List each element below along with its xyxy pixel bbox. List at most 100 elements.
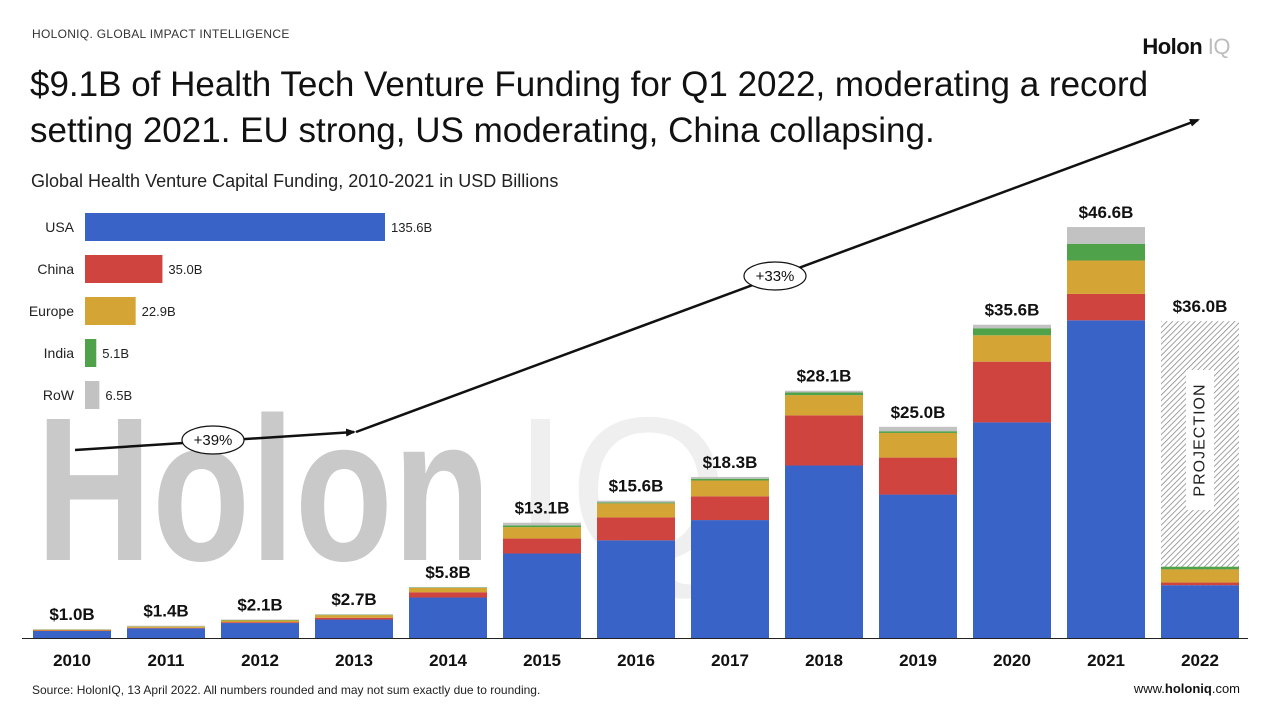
region-label-usa: USA [45,219,74,235]
region-value-china: 35.0B [168,262,202,277]
bar-segment-usa-2016 [597,540,675,638]
bar-segment-europe-2018 [785,395,863,416]
stacked-bars: $1.0B 2010 $1.4B 2011 $2.1B 2012 $2.7B 2013 $5.8… [22,203,1248,670]
bar-total-label-2021: $46.6B [1079,203,1134,222]
bar-segment-row-2015 [503,522,581,526]
bar-total-label-2013: $2.7B [331,590,376,609]
year-tick-2018: 2018 [805,651,843,670]
bar-segment-india-2017 [691,478,769,481]
year-tick-2016: 2016 [617,651,655,670]
bar-segment-usa-2012 [221,623,299,638]
bar-total-label-2011: $1.4B [143,602,188,621]
bar-segment-europe-2012 [221,620,299,623]
bar-segment-row-2021 [1067,227,1145,244]
bar-segment-row-2018 [785,390,863,393]
growth-label-1: +39% [194,432,233,449]
bar-segment-india-2021 [1067,243,1145,261]
bar-segment-china-2020 [973,361,1051,423]
region-value-usa: 135.6B [391,220,432,235]
projection-label: PROJECTION [1192,383,1209,496]
logo-main: Holon [1142,34,1203,59]
bar-segment-india-2018 [785,392,863,396]
source-note: Source: HolonIQ, 13 April 2022. All numb… [32,683,541,697]
bar-segment-china-2014 [409,592,487,598]
bar-segment-row-2016 [597,500,675,503]
bar-segment-usa-2018 [785,465,863,638]
holoniq-watermark: Holon IQ [36,375,728,604]
bar-segment-china-2018 [785,415,863,466]
bar-segment-china-2016 [597,517,675,541]
bar-segment-usa-2014 [409,597,487,638]
region-value-row: 6.5B [105,388,132,403]
bar-total-label-2015: $13.1B [515,499,570,518]
bar-segment-europe-2015 [503,527,581,539]
bar-segment-europe-2019 [879,432,957,458]
region-label-india: India [44,345,75,361]
watermark-main: Holon [36,375,491,604]
region-bar-china [85,255,163,283]
bar-segment-china-2021 [1067,293,1145,321]
year-tick-2012: 2012 [241,651,279,670]
bar-segment-row-2020 [973,324,1051,329]
region-label-row: RoW [43,387,75,403]
bar-segment-europe-2014 [409,587,487,593]
region-value-europe: 22.9B [142,304,176,319]
holoniq-logo[interactable]: Holon IQ [1142,34,1230,60]
bar-segment-china-2013 [315,617,393,620]
year-tick-2022: 2022 [1181,651,1219,670]
bar-segment-europe-2020 [973,335,1051,362]
bar-segment-india-2019 [879,431,957,433]
region-label-europe: Europe [29,303,74,319]
region-label-china: China [37,261,74,277]
bar-total-label-2018: $28.1B [797,367,852,386]
year-tick-2019: 2019 [899,651,937,670]
bar-segment-china-2012 [221,622,299,624]
bar-segment-row-2011 [127,625,205,627]
bar-segment-usa-2022 [1161,585,1239,638]
growth-annotations: +39% +33% [74,118,1200,455]
bar-segment-usa-2015 [503,553,581,638]
bar-segment-europe-2022 [1161,569,1239,583]
website-link[interactable]: www.holoniq.com [1134,681,1240,696]
bar-segment-europe-2010 [33,629,111,631]
bar-segment-usa-2019 [879,494,957,638]
year-tick-2021: 2021 [1087,651,1125,670]
bar-total-label-2019: $25.0B [891,403,946,422]
bar-segment-usa-2021 [1067,320,1145,638]
bar-segment-europe-2013 [315,615,393,618]
website-prefix: www. [1133,681,1165,696]
region-bar-usa [85,213,385,241]
region-bar-europe [85,297,136,325]
bar-segment-europe-2017 [691,480,769,497]
bar-segment-usa-2013 [315,619,393,638]
year-tick-2011: 2011 [148,651,185,670]
year-tick-2010: 2010 [53,651,91,670]
year-tick-2020: 2020 [993,651,1031,670]
bar-segment-india-2016 [597,502,675,504]
website-suffix: .com [1211,681,1240,696]
bar-segment-europe-2016 [597,503,675,518]
bar-total-label-2016: $15.6B [609,477,664,496]
chart-subtitle: Global Health Venture Capital Funding, 2… [31,171,559,191]
bar-segment-china-2015 [503,538,581,554]
bar-segment-india-2022 [1161,566,1239,570]
bar-total-label-2017: $18.3B [703,453,758,472]
bar-segment-usa-2020 [973,422,1051,638]
bar-segment-china-2019 [879,457,957,495]
bar-segment-usa-2017 [691,520,769,638]
year-tick-2017: 2017 [711,651,749,670]
bar-total-label-2022: $36.0B [1173,297,1228,316]
bar-segment-row-2017 [691,476,769,479]
website-brand: holoniq [1164,681,1212,696]
year-tick-2013: 2013 [335,651,373,670]
growth-label-2: +33% [756,268,795,285]
year-tick-2014: 2014 [429,651,467,670]
bar-segment-china-2022 [1161,582,1239,586]
projection-label-box [1186,370,1214,510]
region-bar-india [85,339,97,367]
bar-total-label-2014: $5.8B [425,563,470,582]
bar-segment-europe-2011 [127,626,205,628]
bar-segment-china-2017 [691,496,769,521]
bar-segment-row-2019 [879,426,957,432]
